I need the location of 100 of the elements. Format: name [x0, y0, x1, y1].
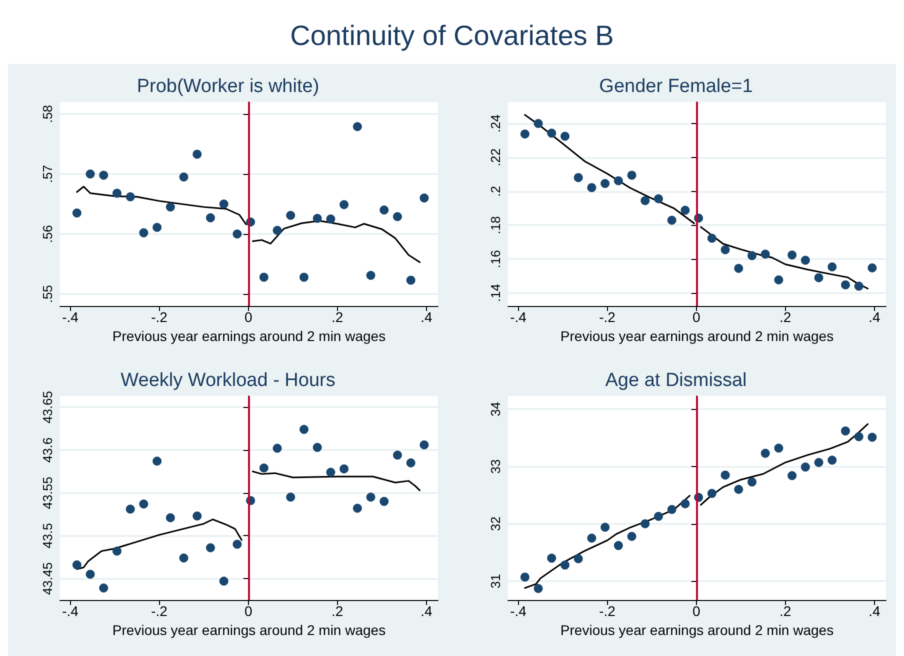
x-tick-label: .2: [332, 603, 344, 619]
y-tick-label: 43.5: [40, 523, 55, 548]
x-axis-title: Previous year earnings around 2 min wages: [112, 622, 386, 638]
point: [86, 570, 95, 579]
point: [534, 584, 543, 594]
point: [206, 213, 215, 222]
y-tick-label: .14: [488, 284, 503, 302]
point: [72, 560, 82, 570]
point: [800, 256, 810, 265]
y-tick-label: 43.65: [40, 390, 55, 424]
point: [747, 477, 756, 486]
point: [707, 234, 716, 243]
x-tick-label: -.4: [510, 309, 527, 325]
point: [340, 464, 349, 474]
point: [547, 554, 556, 563]
point: [126, 504, 135, 514]
text: Continuity of Covariates B: [290, 20, 614, 52]
y-tick-label: 32: [488, 516, 503, 532]
point: [206, 543, 215, 552]
point: [667, 216, 676, 225]
point: [179, 172, 188, 182]
point: [640, 519, 650, 528]
point: [72, 208, 82, 218]
point: [868, 432, 877, 442]
x-tick-label: 0: [244, 603, 252, 619]
point: [112, 546, 122, 556]
point: [800, 462, 810, 472]
y-tick-label: .18: [488, 216, 503, 234]
point: [299, 272, 308, 282]
point: [574, 554, 583, 564]
point: [868, 263, 877, 272]
x-tick-label: .4: [868, 603, 880, 619]
point: [312, 214, 322, 223]
point: [272, 226, 282, 235]
point: [520, 130, 530, 139]
point: [747, 251, 756, 260]
point: [366, 492, 376, 502]
point: [232, 540, 242, 549]
y-tick-label: 43.55: [40, 476, 55, 510]
point: [547, 128, 556, 138]
chart-title: Prob(Worker is white): [136, 76, 320, 97]
point: [774, 444, 784, 453]
point: [534, 119, 543, 128]
point: [340, 200, 349, 210]
point: [380, 496, 389, 506]
y-tick-label: .57: [40, 164, 55, 184]
point: [152, 222, 162, 232]
point: [814, 458, 824, 467]
y-tick-label: 43.45: [40, 562, 55, 595]
y-tick-label: .2: [488, 186, 503, 197]
point: [99, 584, 108, 592]
point: [814, 273, 824, 282]
point: [219, 576, 228, 586]
point: [286, 210, 296, 220]
point: [680, 499, 690, 508]
point: [366, 270, 376, 280]
x-tick-label: .2: [780, 309, 792, 325]
point: [139, 228, 148, 238]
x-tick-label: -.2: [599, 603, 616, 619]
point: [734, 484, 744, 494]
point: [600, 179, 610, 188]
y-tick-label: 34: [488, 402, 503, 416]
point: [99, 170, 108, 180]
point: [392, 212, 402, 222]
point: [680, 206, 690, 215]
point: [840, 426, 850, 436]
x-tick-label: -.2: [151, 603, 168, 619]
point: [420, 194, 429, 202]
point: [720, 470, 730, 480]
point: [232, 230, 242, 238]
x-axis-title: Previous year earnings around 2 min wages: [112, 328, 386, 344]
y-tick-label: .58: [40, 104, 55, 124]
point: [627, 532, 636, 541]
point: [152, 456, 162, 466]
point: [219, 200, 228, 208]
x-tick-label: .2: [332, 309, 344, 325]
point: [299, 424, 308, 434]
y-tick-label: .56: [40, 224, 55, 244]
point: [760, 250, 770, 259]
point: [312, 442, 322, 452]
x-tick-label: .4: [868, 309, 880, 325]
x-tick-label: .4: [420, 603, 432, 619]
point: [259, 464, 268, 472]
y-tick-label: 43.6: [40, 437, 55, 463]
point: [788, 250, 797, 260]
y-tick-label: .16: [488, 250, 503, 268]
point: [760, 448, 770, 458]
point: [627, 170, 636, 180]
point: [139, 500, 148, 508]
point: [380, 206, 389, 214]
point: [179, 554, 188, 562]
point: [600, 522, 610, 532]
y-tick-label: .22: [488, 148, 503, 166]
point: [126, 192, 135, 202]
x-tick-label: -.4: [510, 603, 527, 619]
point: [406, 458, 416, 468]
point: [734, 264, 744, 273]
point: [854, 282, 864, 291]
point: [352, 122, 362, 132]
point: [614, 176, 623, 186]
